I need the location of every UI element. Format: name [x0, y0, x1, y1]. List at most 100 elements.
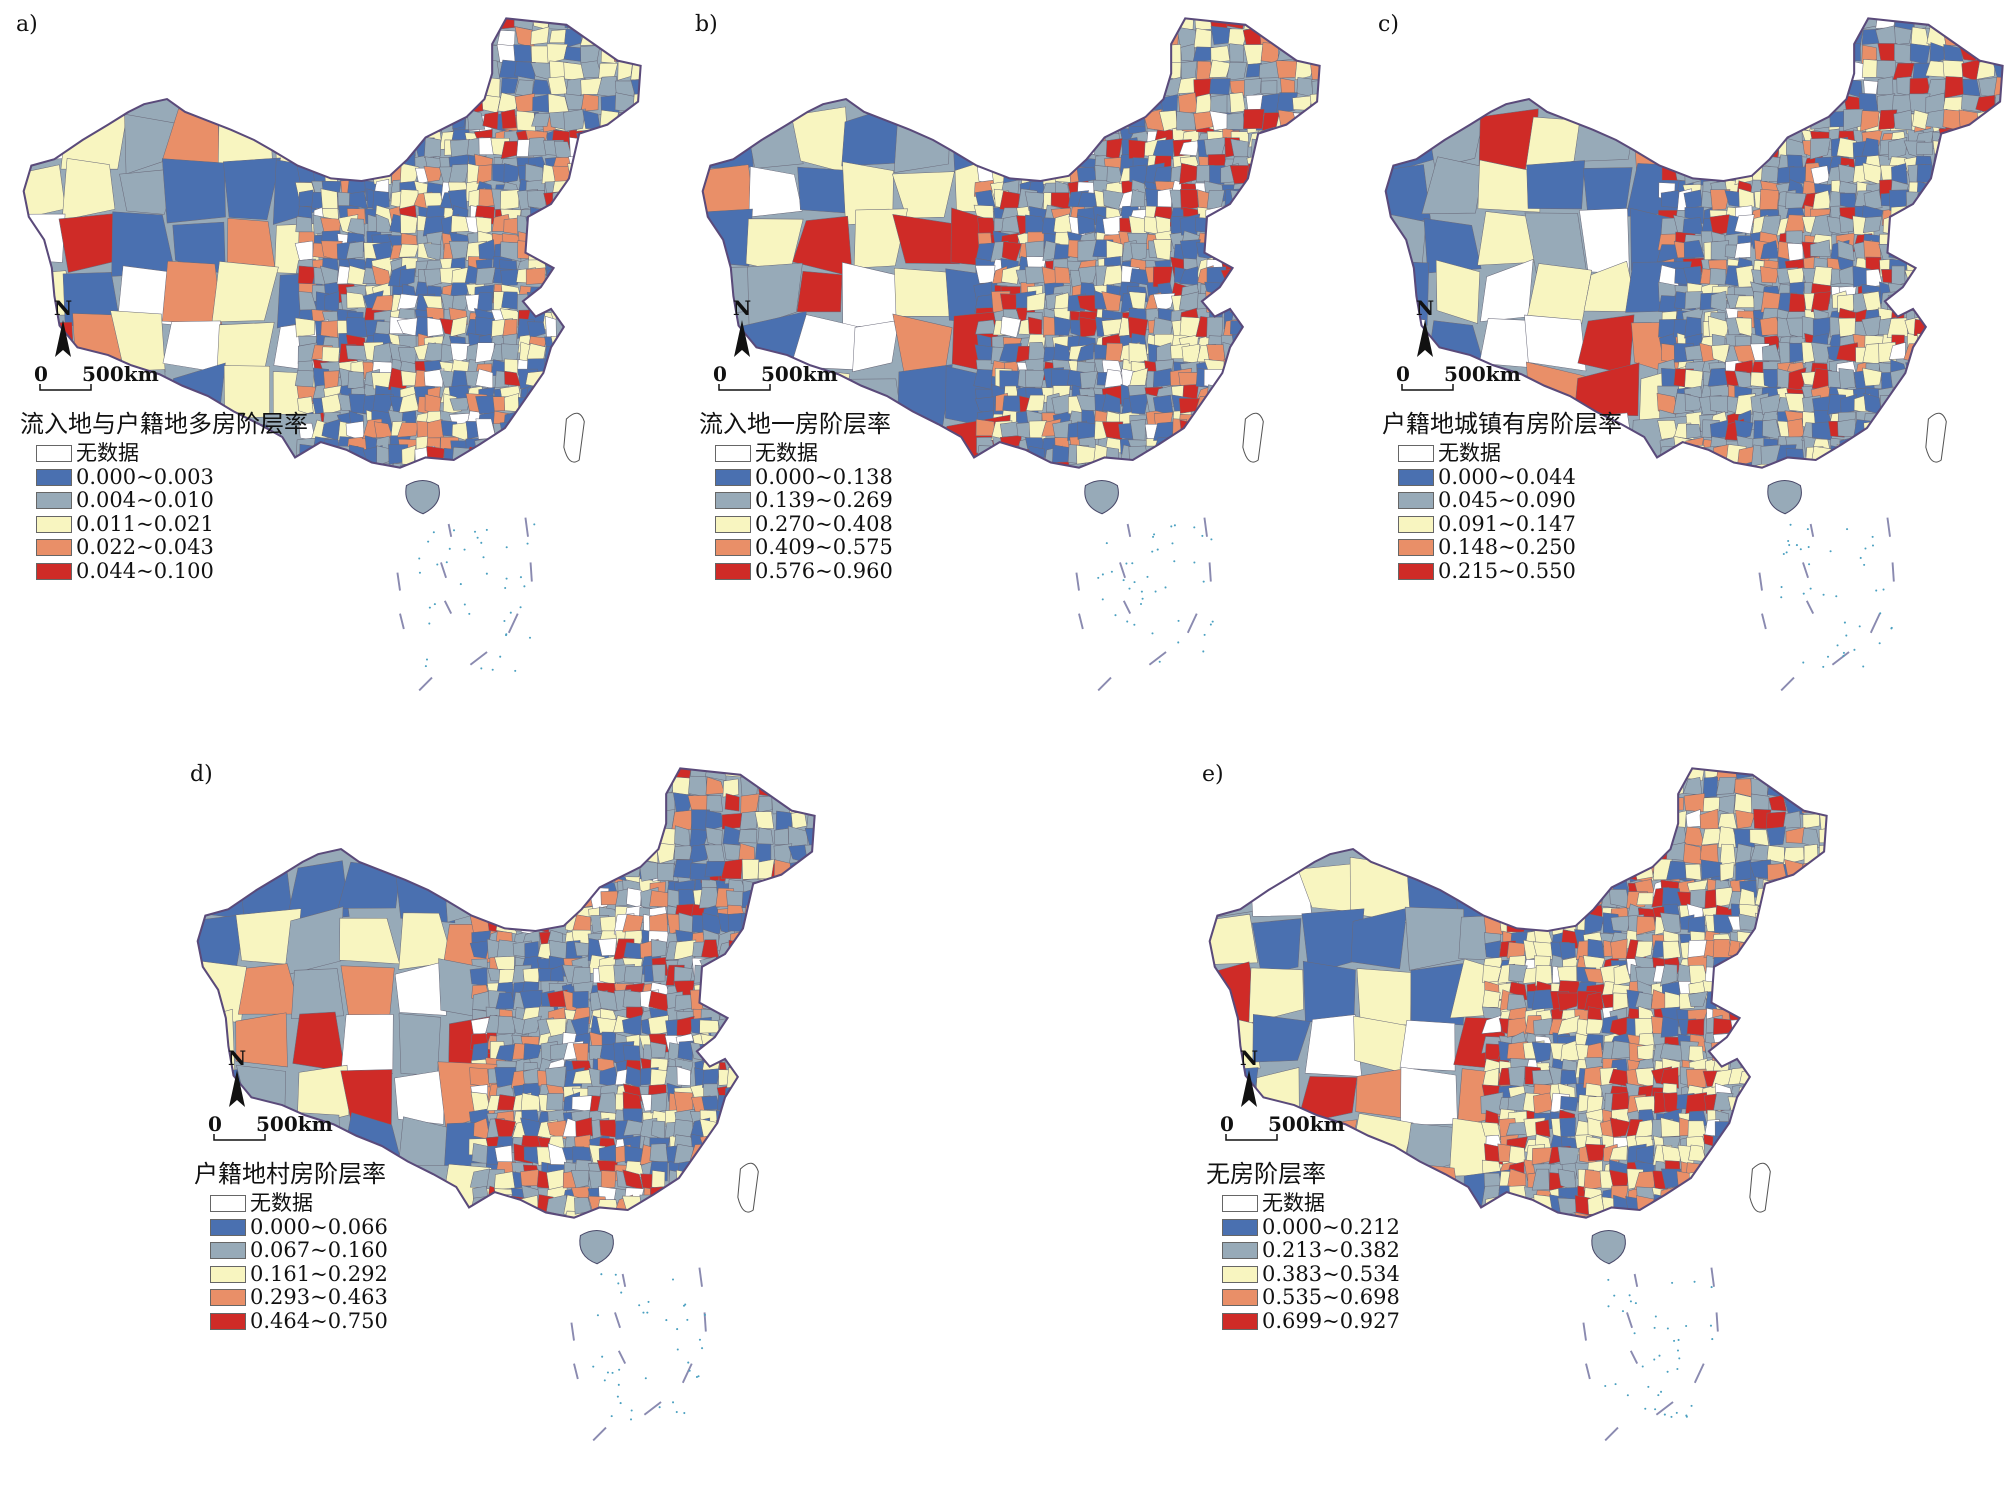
region-cell — [1067, 111, 1089, 134]
region-cell — [632, 108, 641, 131]
region-cell — [724, 981, 747, 1004]
region-cell — [1558, 905, 1579, 925]
region-cell — [1779, 1066, 1801, 1089]
region-cell — [1826, 26, 1848, 45]
region-cell — [1765, 966, 1785, 985]
region-cell — [1729, 994, 1750, 1010]
region-cell — [1877, 76, 1894, 96]
region-cell — [576, 359, 599, 380]
island-dot — [606, 1371, 609, 1374]
north-arrow-icon — [229, 1070, 245, 1107]
region-cell — [1324, 112, 1343, 130]
region-cell — [347, 116, 366, 134]
region-cell — [1906, 418, 1926, 439]
region-cell — [1831, 982, 1851, 1001]
island-dot — [1835, 595, 1838, 598]
region-cell — [771, 933, 788, 952]
region-cell — [580, 93, 599, 112]
region-cell — [1583, 844, 1605, 863]
region-cell — [550, 394, 571, 414]
island-dot — [503, 619, 506, 623]
region-cell — [1574, 887, 1597, 910]
region-cell — [1324, 437, 1341, 457]
region-cell — [577, 156, 596, 175]
region-cell — [1258, 240, 1278, 262]
region-cell — [1326, 158, 1342, 176]
region-cell — [1715, 965, 1729, 984]
region-cell — [999, 112, 1022, 131]
region-cell — [1129, 42, 1148, 64]
region-cell — [1802, 813, 1820, 829]
region-cell — [448, 163, 469, 185]
region-cell — [1179, 316, 1201, 339]
island-dot — [592, 1365, 595, 1368]
region-cell — [741, 1058, 761, 1080]
region-cell — [804, 827, 815, 846]
region-cell — [1862, 216, 1883, 233]
region-cell — [336, 113, 359, 134]
region-cell — [1258, 336, 1274, 353]
region-cell — [1220, 460, 1243, 468]
region-cell — [480, 44, 500, 63]
region-cell — [602, 437, 624, 457]
legend-item: 0.464~0.750 — [210, 1309, 388, 1334]
region-cell — [1651, 1212, 1673, 1218]
region-cell — [801, 904, 815, 927]
region-cell — [1756, 938, 1776, 959]
legend-item: 0.045~0.090 — [1398, 489, 1576, 513]
region-cell — [655, 842, 676, 864]
region-cell — [599, 916, 617, 933]
region-cell — [620, 768, 643, 780]
region-cell — [1634, 776, 1656, 796]
region-cell — [1229, 463, 1249, 468]
region-cell — [725, 1032, 746, 1052]
region-cell — [1126, 59, 1149, 78]
region-cell — [728, 1146, 743, 1166]
region-cell — [755, 905, 773, 925]
region-cell — [1221, 413, 1242, 430]
island-dot — [418, 571, 421, 574]
region-cell — [1256, 188, 1274, 207]
region-cell — [1683, 265, 1702, 286]
region-cell — [1992, 128, 2003, 148]
region-cell — [647, 256, 666, 276]
region-cell — [528, 436, 547, 455]
region-cell — [1243, 78, 1262, 98]
region-cell — [1601, 862, 1622, 883]
region-cell — [1043, 153, 1064, 174]
region-cell — [1229, 79, 1247, 97]
region-cell — [1298, 128, 1320, 151]
region-cell — [1778, 1215, 1796, 1218]
region-cell — [621, 394, 641, 414]
region-cell — [1584, 768, 1606, 780]
region-cell — [1273, 413, 1294, 431]
region-cell — [1325, 206, 1345, 227]
region-cell — [1817, 938, 1827, 957]
region-cell — [1159, 29, 1179, 47]
region-cell — [1027, 316, 1043, 335]
region-cell — [1602, 828, 1618, 848]
region-cell — [654, 768, 677, 781]
region-cell — [1558, 882, 1580, 900]
region-cell — [567, 460, 588, 468]
region-cell — [1832, 1016, 1848, 1036]
region-cell — [345, 345, 368, 361]
region-cell — [1931, 267, 1950, 288]
region-cell — [1769, 768, 1787, 781]
region-cell — [792, 957, 815, 975]
region-cell — [1790, 1146, 1811, 1165]
region-cell — [621, 793, 641, 812]
region-cell — [1684, 153, 1702, 174]
region-cell — [753, 940, 771, 961]
region-cell — [1001, 445, 1020, 466]
region-cell — [1523, 880, 1542, 898]
region-cell — [803, 1170, 815, 1192]
legend-label: 0.000~0.138 — [755, 464, 893, 489]
region-cell — [1041, 115, 1061, 133]
region-cell — [795, 879, 815, 897]
region-cell — [1617, 777, 1639, 795]
region-cell — [1940, 230, 1959, 251]
region-cell — [1757, 932, 1772, 951]
region-cell — [161, 260, 223, 325]
island-dot — [610, 1415, 613, 1418]
